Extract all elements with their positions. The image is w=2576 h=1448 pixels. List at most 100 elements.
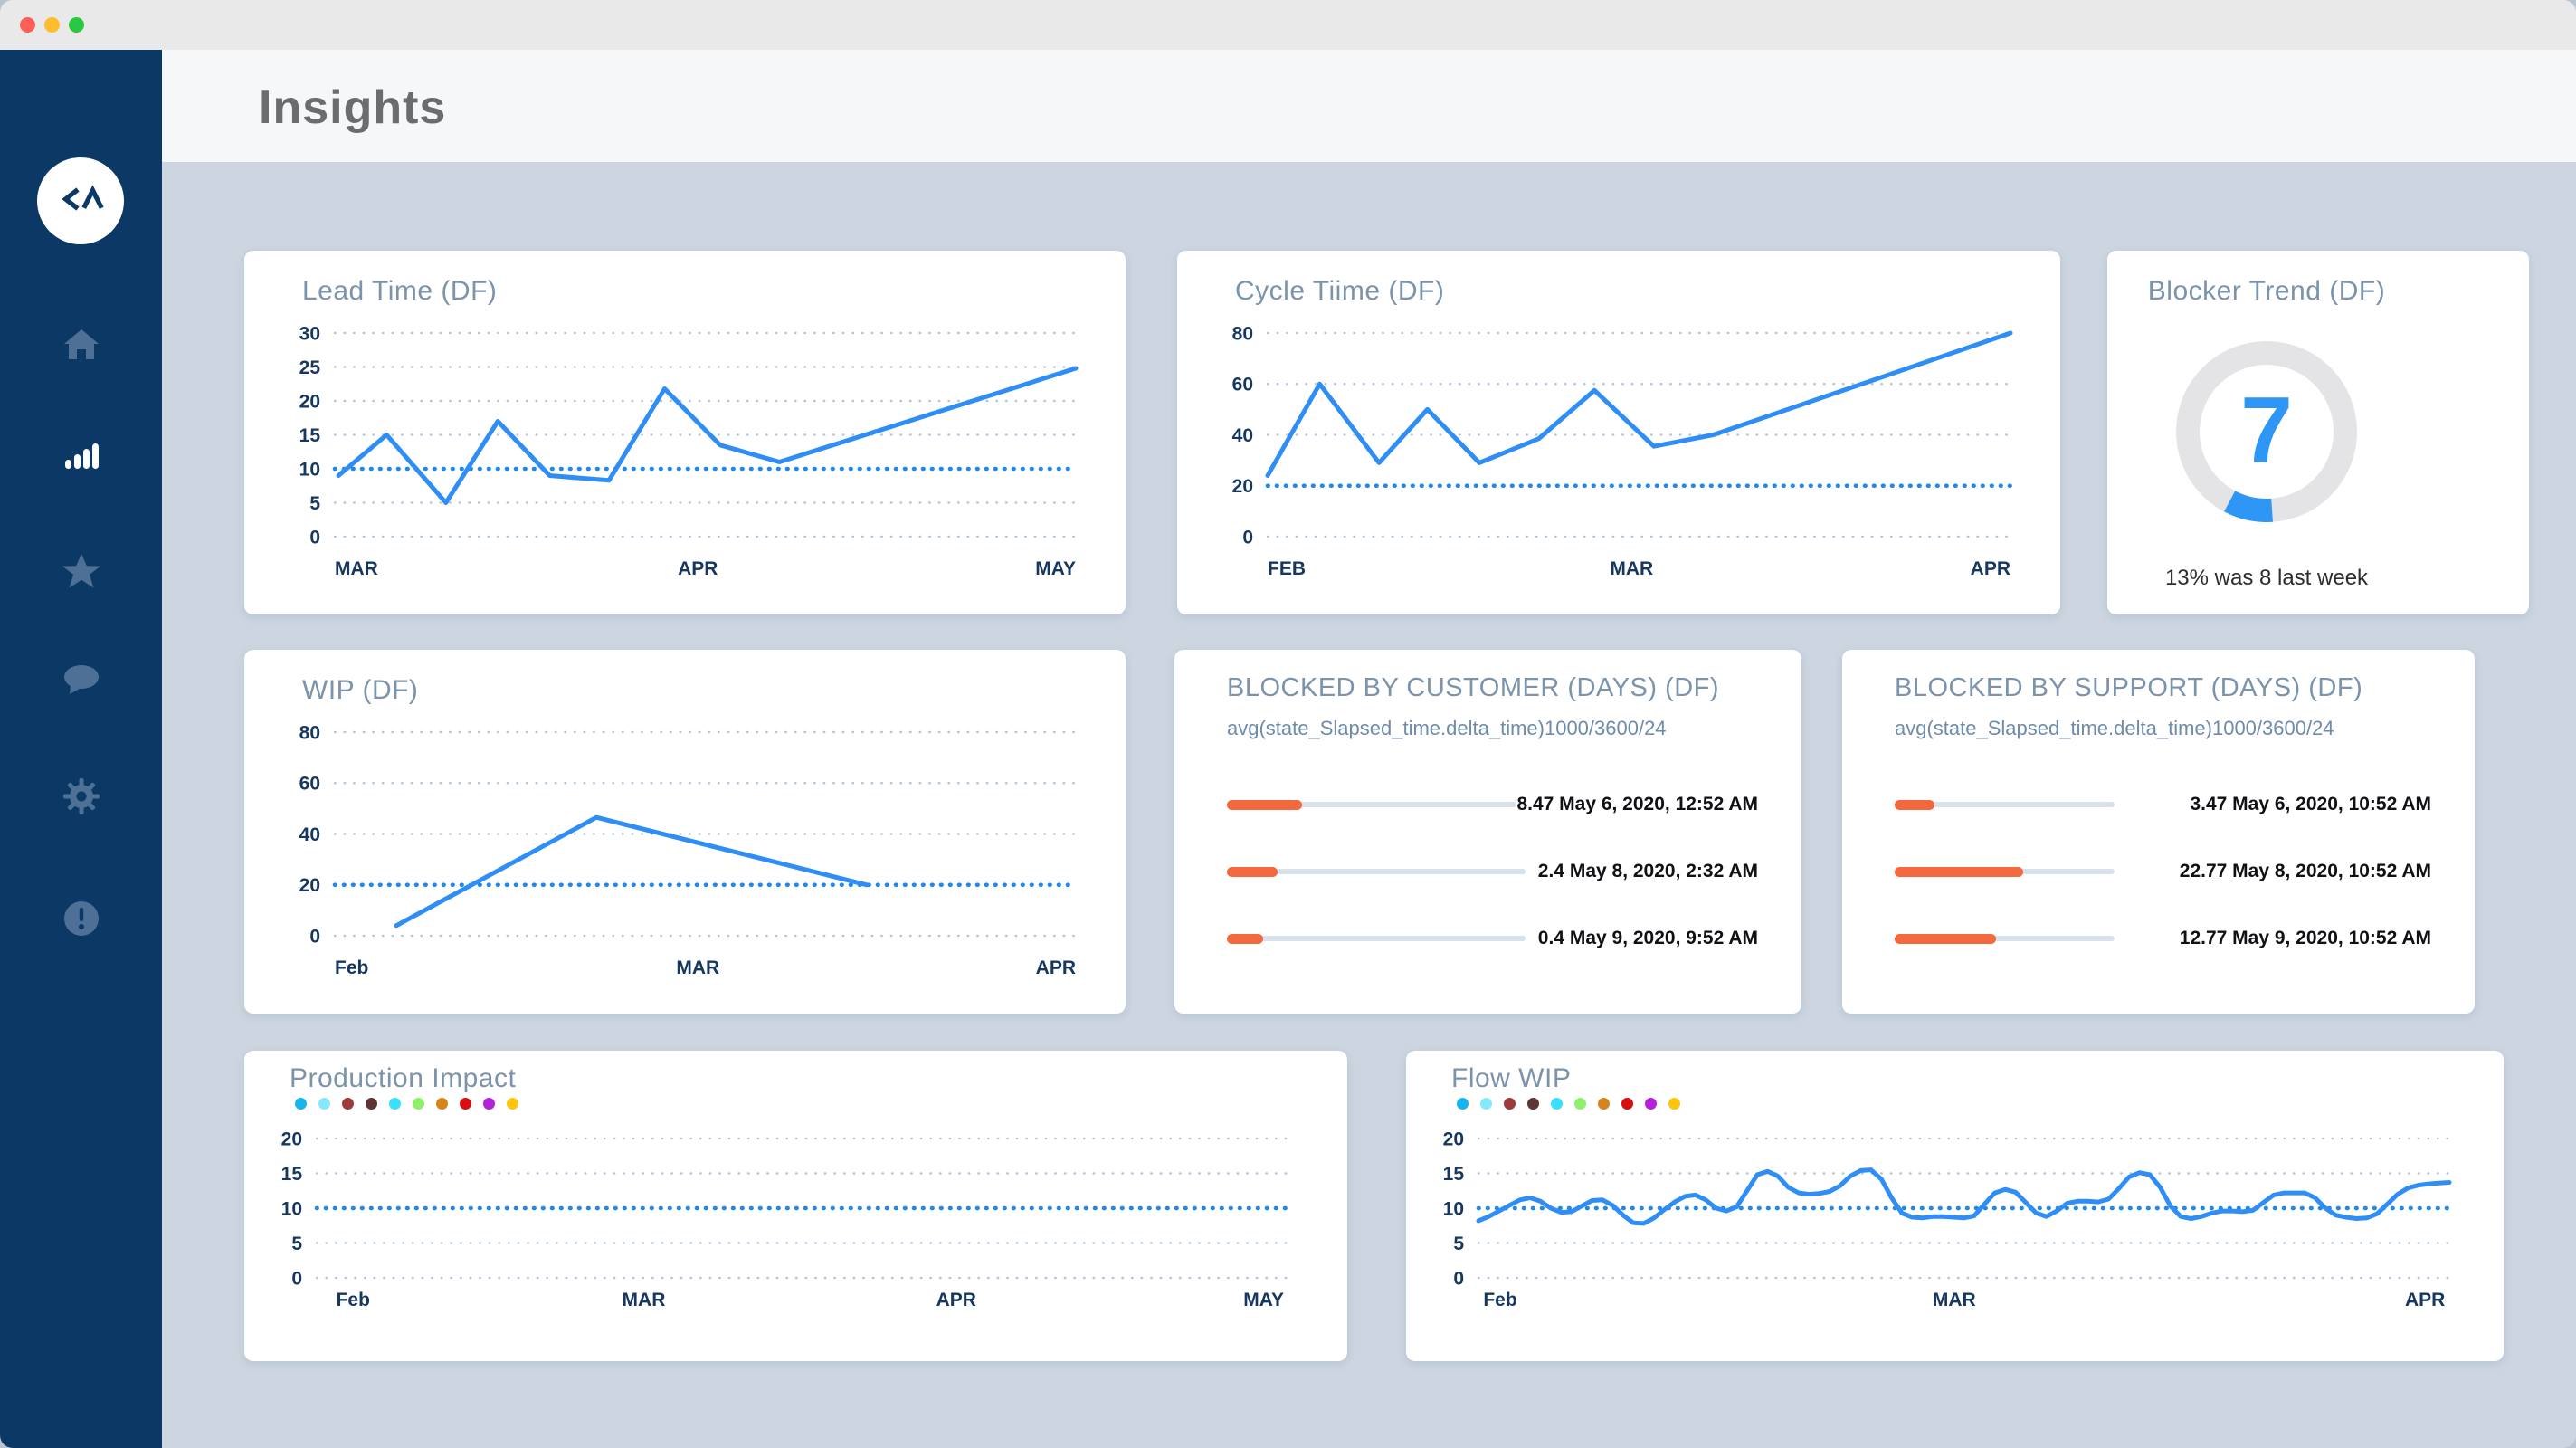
y-tick-label: 10 [281, 1198, 302, 1219]
x-tick-label: APR [936, 1290, 976, 1310]
metric-bar-row[interactable]: 2.4 May 8, 2020, 2:32 AM [1227, 838, 1758, 905]
card-title: Blocker Trend (DF) [2147, 276, 2386, 306]
blocked-by-customer-bars[interactable]: 8.47 May 6, 2020, 12:52 AM 2.4 May 8, 202… [1227, 771, 1758, 972]
sidebar-item-alerts[interactable] [0, 900, 162, 940]
bar-track [1227, 866, 1526, 877]
legend-dot [1645, 1098, 1657, 1110]
star-icon [62, 551, 101, 595]
bar-fill [1895, 866, 2024, 877]
sidebar-item-home[interactable] [0, 327, 162, 367]
y-tick-label: 20 [299, 391, 320, 412]
card-flow-wip: Flow WIP 20 15 10 5 0 Feb MAR APR [1406, 1051, 2504, 1361]
sidebar-item-settings[interactable] [0, 777, 162, 818]
production-impact-chart[interactable]: 20 15 10 5 0 Feb MAR APR MAY [244, 1128, 1347, 1361]
y-tick-label: 0 [309, 527, 320, 548]
minimize-window-button[interactable] [44, 17, 60, 33]
card-cycle-time: Cycle Tiime (DF) 80 60 40 20 0 FEB MAR APR [1177, 251, 2060, 614]
y-tick-label: 0 [291, 1268, 302, 1289]
close-window-button[interactable] [20, 17, 35, 33]
y-tick-label: 20 [281, 1129, 302, 1149]
legend-dot [483, 1098, 495, 1110]
blocked-by-support-bars[interactable]: 3.47 May 6, 2020, 10:52 AM 22.77 May 8, 2… [1895, 771, 2431, 972]
x-tick-label: APR [1971, 558, 2010, 579]
cycle-time-chart[interactable]: 80 60 40 20 0 FEB MAR APR [1177, 314, 2060, 614]
gauge-value: 7 [2240, 378, 2293, 483]
y-tick-label: 5 [1453, 1234, 1464, 1254]
card-title: Cycle Tiime (DF) [1235, 276, 1445, 306]
window-titlebar [0, 0, 2576, 51]
metric-bar-row[interactable]: 22.77 May 8, 2020, 10:52 AM [1895, 838, 2431, 905]
bar-track-line [1895, 936, 2115, 941]
card-title: BLOCKED BY SUPPORT (DAYS) (DF) [1895, 673, 2363, 702]
legend-dot [1551, 1098, 1563, 1110]
series-legend[interactable] [1457, 1098, 1680, 1110]
alert-icon [62, 899, 101, 943]
x-tick-label: MAR [623, 1290, 666, 1310]
bar-chart-icon [62, 437, 101, 481]
series-legend[interactable] [295, 1098, 518, 1110]
bar-track-line [1227, 869, 1526, 874]
y-tick-label: 20 [1232, 476, 1253, 497]
legend-dot [1504, 1098, 1516, 1110]
card-lead-time: Lead Time (DF) 30 25 20 15 10 5 0 MAR APR MAY [244, 251, 1126, 614]
zoom-window-button[interactable] [69, 17, 84, 33]
page-header: Insights [162, 50, 2576, 162]
gauge-ring [2176, 341, 2357, 522]
legend-dot [1598, 1098, 1610, 1110]
x-tick-label: MAR [1610, 558, 1653, 579]
app-logo[interactable] [37, 157, 124, 244]
card-title: WIP (DF) [302, 675, 419, 705]
legend-dot [1621, 1098, 1633, 1110]
series-line [336, 366, 1079, 505]
bar-value-label: 0.4 May 9, 2020, 9:52 AM [1537, 928, 1758, 948]
legend-dot [389, 1098, 401, 1110]
legend-dot [318, 1098, 330, 1110]
x-tick-label: MAR [335, 558, 378, 579]
lead-time-chart[interactable]: 30 25 20 15 10 5 0 MAR APR MAY [244, 314, 1126, 614]
flow-wip-chart[interactable]: 20 15 10 5 0 Feb MAR APR [1406, 1128, 2504, 1361]
x-tick-label: Feb [337, 1290, 370, 1310]
x-tick-label: MAY [1243, 1290, 1284, 1310]
sidebar-item-insights[interactable] [0, 439, 162, 479]
legend-dot [295, 1098, 307, 1110]
y-tick-label: 15 [281, 1164, 303, 1185]
series-line [1265, 330, 2013, 478]
legend-dot [1574, 1098, 1586, 1110]
metric-bar-row[interactable]: 8.47 May 6, 2020, 12:52 AM [1227, 771, 1758, 838]
bar-fill [1227, 799, 1303, 810]
bar-fill [1227, 866, 1278, 877]
blocker-gauge[interactable]: 7 [2176, 341, 2357, 522]
wip-chart[interactable]: 80 60 40 20 0 Feb MAR APR [244, 713, 1126, 1014]
y-tick-label: 10 [1443, 1198, 1464, 1219]
y-tick-label: 15 [299, 425, 321, 446]
page-title: Insights [259, 81, 447, 134]
metric-bar-row[interactable]: 12.77 May 9, 2020, 10:52 AM [1895, 905, 2431, 972]
sidebar-nav [0, 50, 162, 1448]
home-icon [62, 325, 101, 369]
sidebar-item-favorites[interactable] [0, 553, 162, 593]
chat-icon [62, 660, 101, 704]
y-tick-label: 60 [1232, 375, 1253, 395]
card-title: Production Impact [290, 1063, 517, 1093]
legend-dot [507, 1098, 518, 1110]
card-wip: WIP (DF) 80 60 40 20 0 Feb MAR APR [244, 650, 1126, 1014]
legend-dot [1457, 1098, 1469, 1110]
bar-track-line [1227, 802, 1517, 807]
metric-bar-row[interactable]: 0.4 May 9, 2020, 9:52 AM [1227, 905, 1758, 972]
x-tick-label: APR [678, 558, 718, 579]
y-tick-label: 20 [299, 875, 320, 896]
y-tick-label: 40 [1232, 425, 1253, 446]
legend-dot [1480, 1098, 1492, 1110]
legend-dot [436, 1098, 448, 1110]
y-tick-label: 25 [299, 357, 321, 378]
sidebar-item-messages[interactable] [0, 662, 162, 701]
y-tick-label: 40 [299, 824, 320, 845]
card-formula: avg(state_Slapsed_time.delta_time)1000/3… [1227, 717, 1667, 739]
card-production-impact: Production Impact 20 15 10 5 0 Feb MAR APR MAY [244, 1051, 1347, 1361]
card-title: BLOCKED BY CUSTOMER (DAYS) (DF) [1227, 673, 1720, 702]
bar-value-label: 8.47 May 6, 2020, 12:52 AM [1516, 794, 1758, 814]
bar-value-label: 12.77 May 9, 2020, 10:52 AM [2179, 928, 2431, 948]
y-tick-label: 80 [1232, 323, 1253, 344]
metric-bar-row[interactable]: 3.47 May 6, 2020, 10:52 AM [1895, 771, 2431, 838]
